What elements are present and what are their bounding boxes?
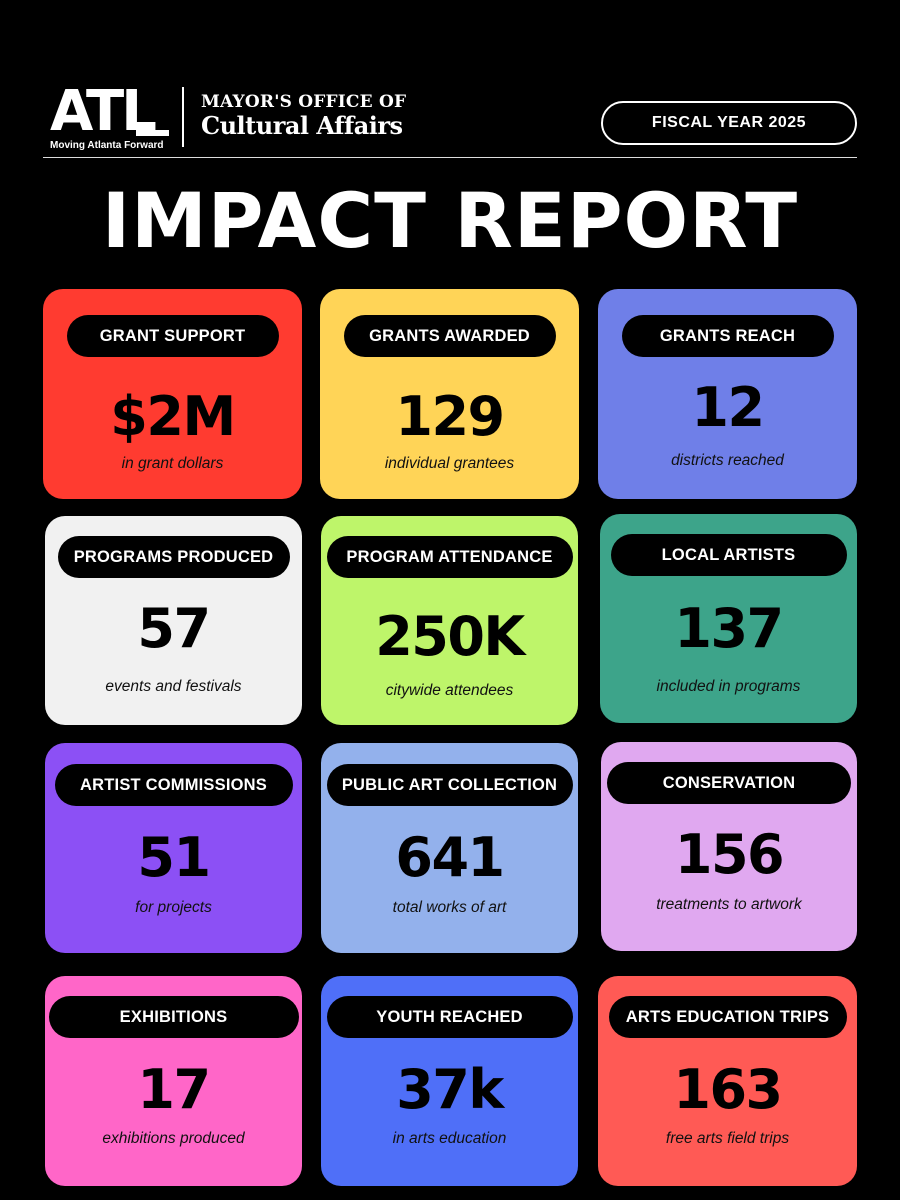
logo-underline — [136, 130, 169, 136]
stat-card-artist-commissions: ARTIST COMMISSIONS 51 for projects — [45, 743, 302, 953]
stat-label: PROGRAMS PRODUCED — [57, 536, 290, 578]
stat-value: 12 — [691, 376, 765, 439]
stat-value: 17 — [137, 1058, 211, 1121]
stat-value: 137 — [674, 597, 784, 660]
stat-label: ARTIST COMMISSIONS — [54, 764, 293, 806]
stat-value: 641 — [395, 826, 505, 889]
stat-caption: events and festivals — [105, 678, 242, 695]
stat-label: EXHIBITIONS — [48, 996, 299, 1038]
stat-card-grants-awarded: GRANTS AWARDED 129 individual grantees — [320, 289, 579, 499]
stat-card-grants-reach: GRANTS REACH 12 districts reached — [598, 289, 857, 499]
stat-value: 250K — [375, 605, 525, 668]
stat-label: GRANTS AWARDED — [343, 315, 556, 357]
stat-label: GRANTS REACH — [621, 315, 834, 357]
header-divider — [182, 87, 184, 147]
atl-logo: ATL Moving Atlanta Forward — [50, 84, 169, 152]
stat-label: ARTS EDUCATION TRIPS — [608, 996, 847, 1038]
stat-caption: free arts field trips — [665, 1130, 790, 1147]
stat-label: GRANT SUPPORT — [66, 315, 279, 357]
header: ATL Moving Atlanta Forward MAYOR'S OFFIC… — [43, 84, 857, 156]
stat-label: PROGRAM ATTENDANCE — [326, 536, 573, 578]
fiscal-year-badge: FISCAL YEAR 2025 — [601, 101, 857, 145]
stat-value: 129 — [395, 385, 505, 448]
stat-value: $2M — [110, 385, 236, 448]
stat-caption: treatments to artwork — [656, 896, 802, 913]
stat-caption: in grant dollars — [121, 455, 224, 472]
stat-value: 156 — [674, 823, 785, 886]
stat-caption: districts reached — [671, 452, 784, 469]
stat-card-exhibitions: EXHIBITIONS 17 exhibitions produced — [45, 976, 302, 1186]
stat-label: YOUTH REACHED — [326, 996, 573, 1038]
stat-card-programs-produced: PROGRAMS PRODUCED 57 events and festival… — [45, 516, 302, 725]
stat-caption: exhibitions produced — [102, 1130, 245, 1147]
stat-caption: for projects — [135, 899, 212, 916]
stat-card-program-attendance: PROGRAM ATTENDANCE 250K citywide attende… — [321, 516, 578, 725]
stat-card-conservation: CONSERVATION 156 treatments to artwork — [601, 742, 857, 951]
stat-caption: total works of art — [392, 899, 507, 916]
stat-label: PUBLIC ART COLLECTION — [326, 764, 573, 806]
stat-caption: in arts education — [392, 1130, 507, 1147]
stat-caption: included in programs — [656, 678, 801, 695]
stat-value: 163 — [673, 1058, 783, 1121]
stat-value: 51 — [137, 826, 211, 889]
office-name-line1: MAYOR'S OFFICE OF — [201, 92, 407, 112]
stat-card-public-art-collection: PUBLIC ART COLLECTION 641 total works of… — [321, 743, 578, 953]
stat-value: 57 — [137, 597, 211, 660]
office-name: MAYOR'S OFFICE OF Cultural Affairs — [201, 92, 406, 140]
stat-card-youth-reached: YOUTH REACHED 37k in arts education — [321, 976, 578, 1186]
stat-card-grant-support: GRANT SUPPORT $2M in grant dollars — [43, 289, 302, 499]
stat-caption: individual grantees — [384, 455, 515, 472]
header-rule — [43, 157, 857, 158]
stat-label: CONSERVATION — [607, 762, 851, 804]
stat-card-local-artists: LOCAL ARTISTS 137 included in programs — [600, 514, 857, 723]
logo-tagline: Moving Atlanta Forward — [50, 140, 164, 151]
page-title: IMPACT REPORT — [101, 176, 799, 265]
stat-card-arts-education-trips: ARTS EDUCATION TRIPS 163 free arts field… — [598, 976, 857, 1186]
stat-caption: citywide attendees — [385, 682, 514, 699]
stat-label: LOCAL ARTISTS — [610, 534, 847, 576]
stat-value: 37k — [396, 1058, 504, 1121]
office-name-line2: Cultural Affairs — [201, 111, 403, 140]
